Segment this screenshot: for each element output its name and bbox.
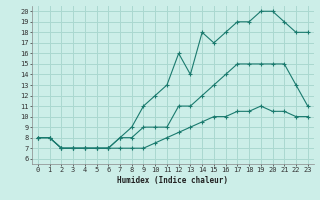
X-axis label: Humidex (Indice chaleur): Humidex (Indice chaleur): [117, 176, 228, 185]
